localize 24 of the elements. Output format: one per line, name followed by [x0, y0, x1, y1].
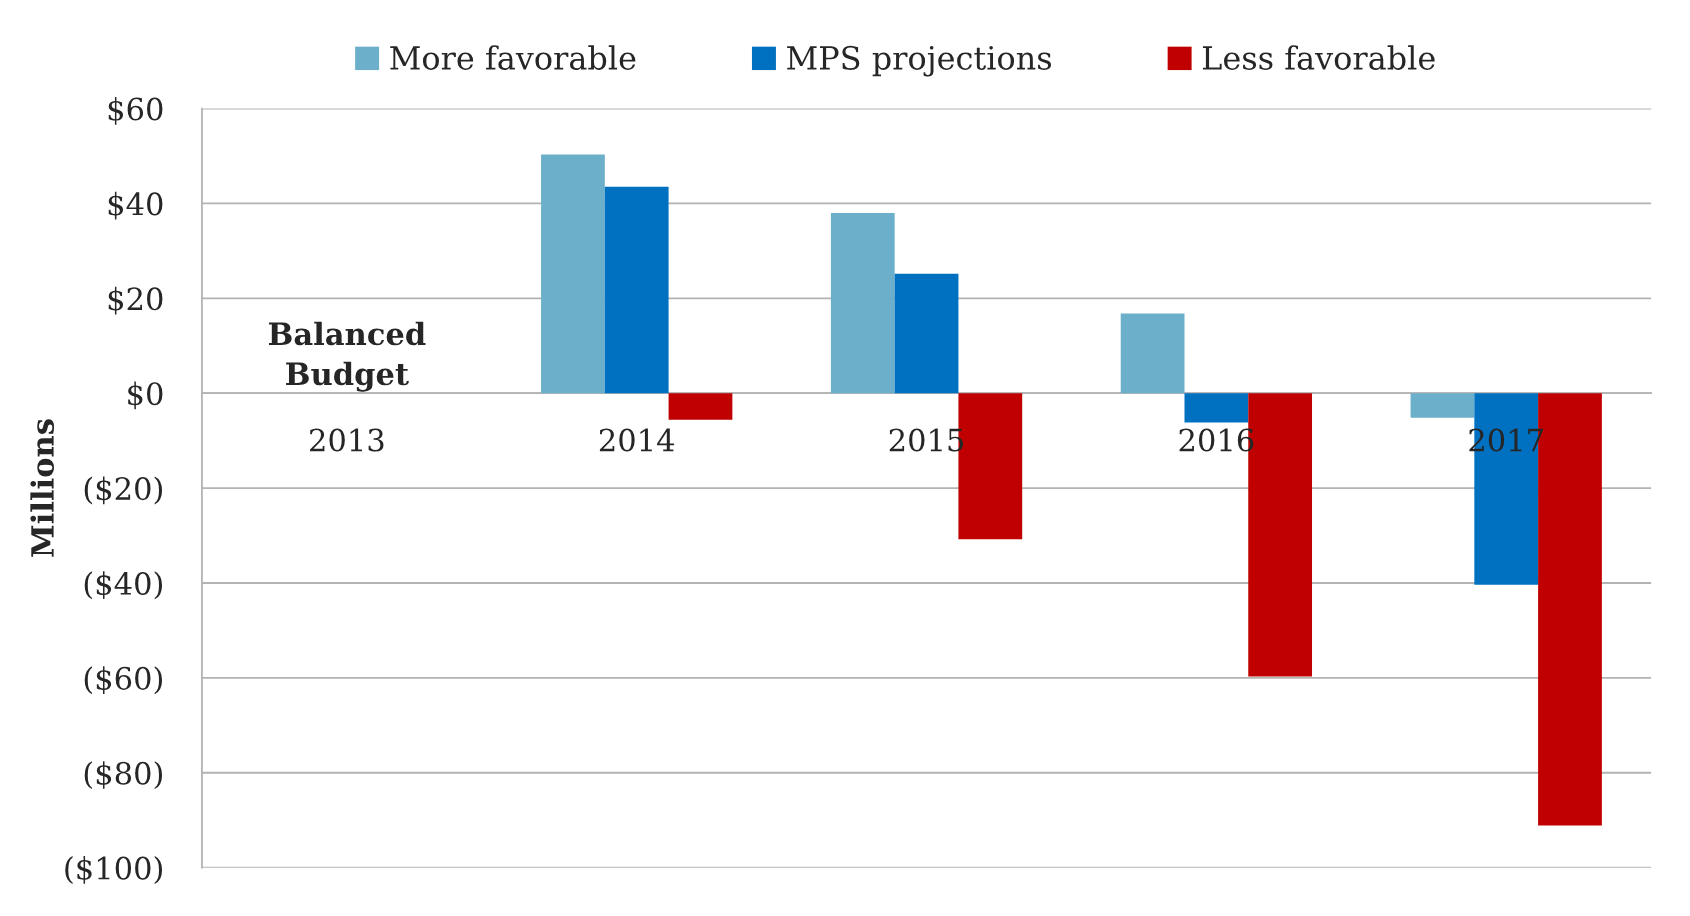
x-tick-label: 2013 [310, 428, 384, 452]
y-tick-label: $40 [108, 191, 163, 220]
bar [541, 154, 605, 394]
legend-label: Less favorable [1202, 45, 1435, 70]
y-axis-title: Millions [30, 419, 55, 557]
legend-label: MPS projections [787, 45, 1052, 77]
annotation: Balanced Budget [268, 321, 426, 392]
bar [1410, 393, 1475, 418]
y-tick-label: ($80) [84, 761, 163, 790]
y-tick-label: $0 [128, 381, 163, 410]
bar [1120, 313, 1185, 394]
bar [894, 273, 959, 394]
bar [604, 186, 669, 394]
y-tick-label: ($40) [84, 571, 163, 600]
y-tick-label: ($100) [65, 856, 163, 884]
x-tick-label: 2014 [599, 428, 675, 452]
y-tick-label: $20 [108, 286, 163, 315]
bar [830, 212, 895, 394]
y-tick-label: $60 [108, 96, 163, 125]
bar [1184, 393, 1249, 423]
y-tick-label: ($20) [84, 476, 163, 505]
legend-label: More favorable [390, 45, 636, 70]
bar [668, 393, 733, 420]
y-tick-label: ($60) [84, 666, 163, 695]
